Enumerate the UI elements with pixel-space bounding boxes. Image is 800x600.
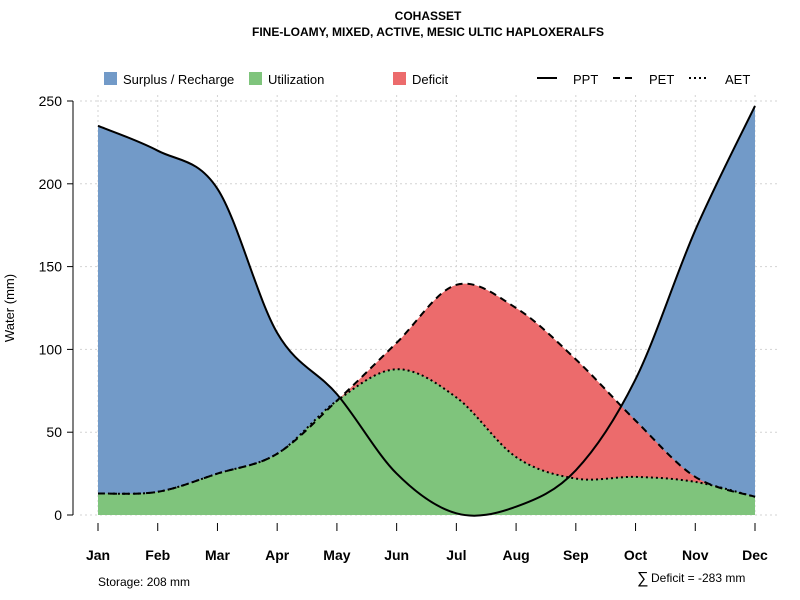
x-tick-label: Apr (265, 547, 290, 563)
y-tick-label: 200 (39, 176, 63, 192)
x-tick-label: Dec (742, 547, 768, 563)
lines (97, 105, 756, 517)
x-tick-label: Jan (86, 547, 110, 563)
utilization-area (98, 369, 755, 515)
legend-swatch (393, 72, 406, 85)
x-tick-label: Oct (624, 547, 648, 563)
x-tick-label: Jun (384, 547, 409, 563)
legend-label: PET (649, 72, 674, 87)
legend-label: Utilization (268, 72, 324, 87)
x-tick-label: Feb (145, 547, 170, 563)
y-tick-label: 150 (39, 259, 63, 275)
pet-line (97, 282, 756, 498)
legend-label: AET (725, 72, 750, 87)
chart-subtitle: FINE-LOAMY, MIXED, ACTIVE, MESIC ULTIC H… (252, 25, 604, 39)
deficit-sum-symbol: ∑ (637, 570, 648, 587)
x-tick-label: May (323, 547, 350, 563)
x-tick-label: Nov (682, 547, 709, 563)
surplus-recharge-area (98, 105, 755, 516)
ppt-line (97, 105, 756, 517)
legend-swatch (104, 72, 117, 85)
chart-title: COHASSET (395, 9, 462, 23)
areas (98, 105, 755, 516)
deficit-annotation: Deficit = -283 mm (651, 571, 745, 585)
x-tick-label: Aug (502, 547, 529, 563)
aet-line (97, 368, 756, 498)
axes: 0 50 100 150 200 250 Jan Feb Mar Apr May Jun Jul Aug S… (39, 93, 768, 563)
legend-label: PPT (573, 72, 598, 87)
y-tick-label: 0 (54, 507, 62, 523)
legend-swatch (249, 72, 262, 85)
y-tick-label: 250 (39, 93, 63, 109)
x-tick-label: Jul (446, 547, 466, 563)
legend: Surplus / Recharge Utilization Deficit PPT P… (104, 72, 750, 87)
y-axis-label: Water (mm) (2, 274, 17, 342)
y-tick-label: 50 (46, 424, 62, 440)
legend-label: Deficit (412, 72, 449, 87)
y-tick-label: 100 (39, 341, 63, 357)
legend-label: Surplus / Recharge (123, 72, 234, 87)
x-tick-label: Mar (205, 547, 230, 563)
storage-annotation: Storage: 208 mm (98, 575, 190, 589)
x-tick-label: Sep (563, 547, 589, 563)
